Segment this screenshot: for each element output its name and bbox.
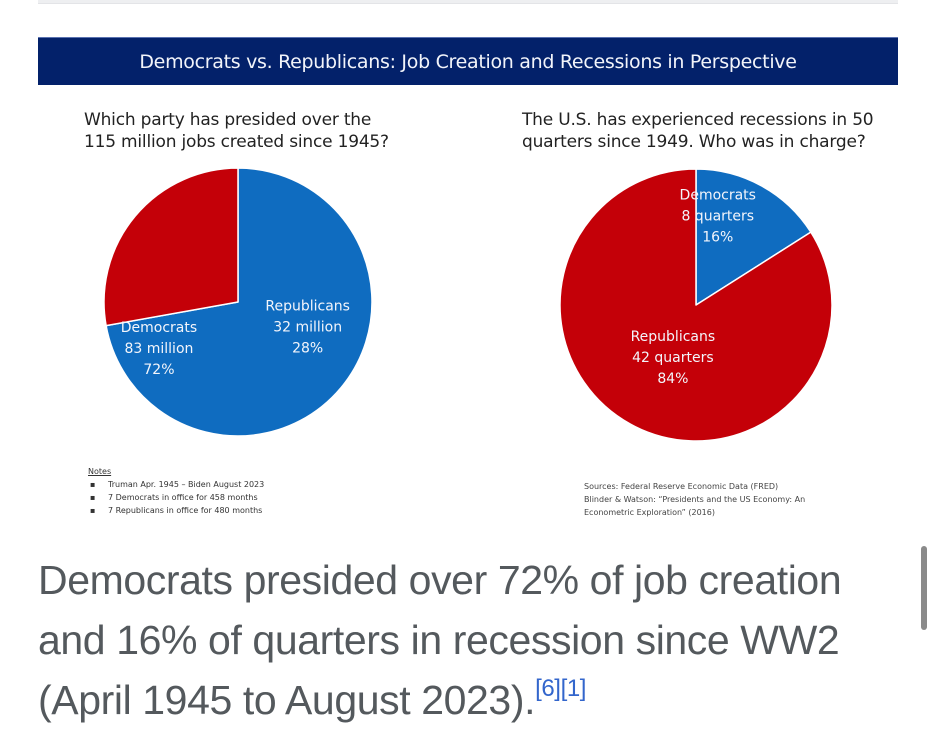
pie-label-democrats: Democrats 83 million 72% (121, 320, 197, 378)
sources-line: Sources: Federal Reserve Economic Data (… (584, 482, 779, 491)
right-chart-title-line: The U.S. has experienced recessions in 5… (522, 110, 874, 130)
left-chart-title: Which party has presided over the 115 mi… (84, 109, 414, 153)
sources-line: Blinder & Watson: “Presidents and the US… (584, 495, 806, 504)
left-chart-title-line: 115 million jobs created since 1945? (84, 132, 389, 152)
top-strip (38, 0, 898, 4)
caption-references: [6][1] (535, 675, 586, 702)
scrollbar[interactable] (921, 546, 927, 630)
pie-label-line: 72% (143, 362, 174, 378)
reference-link-1[interactable]: [1] (560, 675, 587, 702)
pie-slice-republicans (103, 167, 239, 327)
pie-slice-republicans (559, 168, 833, 442)
pie-label-line: 28% (292, 340, 323, 356)
pie-charts: Democrats 83 million 72% Republicans 32 mill… (103, 167, 833, 442)
notes-item: Truman Apr. 1945 – Biden August 2023 (88, 478, 264, 491)
notes-item: 7 Democrats in office for 458 months (88, 491, 264, 504)
image-caption: Democrats presided over 72% of job creat… (38, 550, 908, 730)
left-chart-title-line: Which party has presided over the (84, 110, 372, 130)
caption-text: Democrats presided over 72% of job creat… (38, 557, 842, 723)
pie-label-line: Democrats (121, 320, 197, 336)
notes-item: 7 Republicans in office for 480 months (88, 504, 264, 517)
notes-title: Notes (88, 467, 112, 476)
pie-label-line: Republicans (631, 329, 716, 345)
pie-label-republicans: Republicans 42 quarters 84% (631, 329, 716, 387)
sources: Sources: Federal Reserve Economic Data (… (584, 480, 884, 519)
pie-label-line: 32 million (273, 319, 342, 335)
right-chart-title: The U.S. has experienced recessions in 5… (522, 109, 902, 153)
pie-label-line: 42 quarters (632, 350, 714, 366)
chart-banner-title: Democrats vs. Republicans: Job Creation … (38, 37, 898, 85)
pie-label-line: 16% (702, 230, 733, 246)
pie-label-democrats: Democrats 8 quarters 16% (680, 188, 756, 246)
pie-label-line: 84% (657, 371, 688, 387)
chart-figure: Democrats vs. Republicans: Job Creation … (38, 37, 898, 527)
notes: Notes Truman Apr. 1945 – Biden August 20… (88, 465, 264, 517)
pie-slice-democrats (695, 168, 812, 306)
notes-list: Truman Apr. 1945 – Biden August 2023 7 D… (88, 478, 264, 517)
pie-label-line: 8 quarters (681, 209, 754, 225)
pie-chart-jobs: Democrats 83 million 72% Republicans 32 mill… (103, 167, 373, 437)
pie-label-line: 83 million (124, 341, 193, 357)
pie-label-line: Democrats (680, 188, 756, 204)
reference-link-6[interactable]: [6] (535, 675, 561, 702)
pie-label-line: Republicans (265, 298, 350, 314)
sources-line: Econometric Exploration” (2016) (584, 508, 715, 517)
right-chart-title-line: quarters since 1949. Who was in charge? (522, 132, 866, 152)
pie-label-republicans: Republicans 32 million 28% (265, 298, 350, 356)
pie-slice-democrats (105, 167, 373, 437)
pie-chart-recessions: Democrats 8 quarters 16% Republicans 42 quar… (559, 168, 833, 442)
